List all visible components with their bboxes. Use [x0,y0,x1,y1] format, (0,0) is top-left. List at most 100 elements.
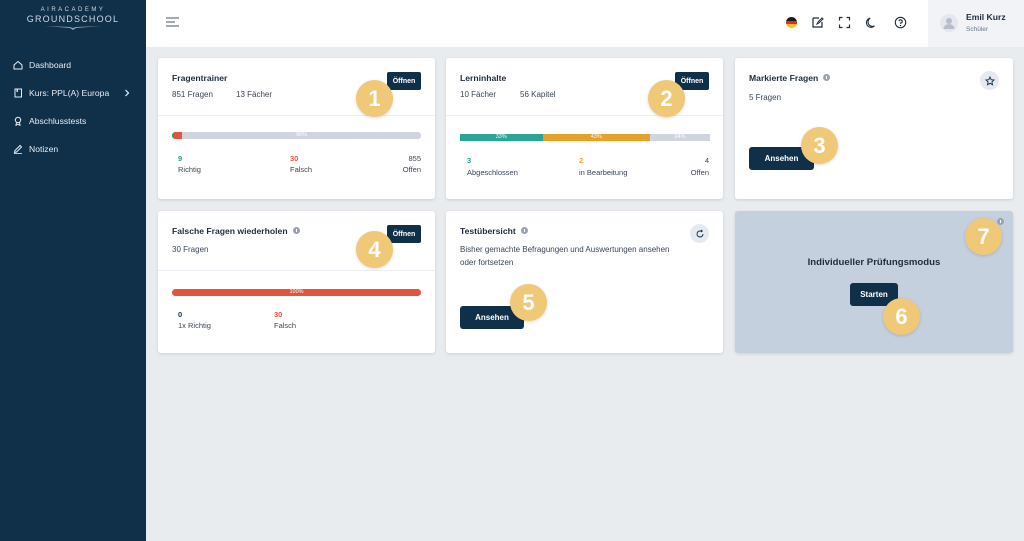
sidebar-item-abschlusstests[interactable]: Abschlusstests [0,107,146,135]
start-button[interactable]: Starten [850,283,898,306]
progress-open-label: 96% [295,132,307,138]
divider [158,270,435,271]
fullscreen-icon[interactable] [838,16,851,29]
view-button[interactable]: Ansehen [460,306,524,329]
user-icon [943,18,955,29]
done-label: Abgeschlossen [467,168,518,177]
correct-label: 1x Richtig [178,321,211,330]
annotation-marker-2: 2 [648,80,685,117]
help-icon[interactable] [894,16,907,29]
brand-line2: GROUNDSCHOOL [26,14,120,24]
star-button[interactable] [980,71,999,90]
wings-icon [45,26,101,30]
sidebar-item-label: Dashboard [29,60,72,70]
done-count: 3 [467,156,472,165]
sidebar-item-label: Abschlusstests [29,116,87,126]
pencil-icon [13,144,23,154]
in-work-label: in Bearbeitung [579,168,628,177]
wrong-count: 30 [290,154,299,163]
sidebar-item-label: Kurs: PPL(A) Europa [29,88,110,98]
card-title-row: Markierte Fragen [749,73,831,83]
progress-open: 24% [650,134,710,141]
sidebar: AIRACADEMY GROUNDSCHOOL Dashboard Kurs: … [0,0,146,541]
star-icon [984,75,995,86]
card-title: Markierte Fragen [749,73,819,83]
in-work-count: 2 [579,156,584,165]
questions-count: 30 Fragen [172,245,209,254]
flag-de-icon[interactable] [786,17,797,28]
open-count: 4 [704,156,709,165]
info-icon[interactable] [520,227,528,235]
annotation-marker-7: 7 [965,218,1002,255]
progress-correct [172,132,175,139]
card-title-row: Testübersicht [460,226,528,236]
brand-logo[interactable]: AIRACADEMY GROUNDSCHOOL [0,6,146,36]
progress-open: 96% [181,132,421,139]
wrong-count: 30 [274,310,283,319]
info-icon[interactable] [823,74,831,82]
moon-icon[interactable] [865,16,878,29]
menu-icon[interactable] [166,17,179,27]
user-name: Emil Kurz [966,12,1006,22]
wrong-label: Falsch [290,165,313,174]
correct-count: 9 [178,154,183,163]
progress-in-work-label: 43% [590,134,602,140]
progress-open-label: 24% [674,134,686,140]
open-count: 855 [408,154,421,163]
card-fragentrainer: Fragentrainer 851 Fragen 13 Fächer Öffne… [158,58,435,199]
progress-wrong [174,132,182,139]
correct-label: Richtig [178,165,201,174]
user-role: Schüler [966,26,989,33]
open-button[interactable]: Öffnen [387,225,421,243]
open-label: Offen [402,165,421,174]
book-icon [14,88,22,98]
subjects-count: 13 Fächer [236,90,273,99]
sidebar-item-label: Notizen [29,144,59,154]
questions-count: 851 Fragen [172,90,213,99]
questions-count: 5 Fragen [749,93,782,102]
brand-line1: AIRACADEMY [40,7,106,13]
card-title: Falsche Fragen wiederholen [172,226,288,236]
correct-count: 0 [178,310,183,319]
info-icon[interactable] [997,218,1004,225]
card-title-row: Falsche Fragen wiederholen [172,226,300,236]
user-menu[interactable]: Emil Kurz Schüler [928,0,1024,47]
divider [446,115,723,116]
refresh-icon [696,229,703,237]
info-icon[interactable] [292,227,300,235]
card-title: Individueller Prüfungsmodus [807,257,941,268]
annotation-marker-6: 6 [883,298,920,335]
chapters-count: 56 Kapitel [520,90,556,99]
card-description: Bisher gemachte Befragungen und Auswertu… [460,245,670,267]
annotation-marker-4: 4 [356,231,393,268]
open-button[interactable]: Öffnen [387,72,421,90]
wrong-label: Falsch [274,321,297,330]
progress-bar: 96% [172,132,421,139]
card-markierte-fragen: Markierte Fragen 5 Fragen Ansehen [735,58,1013,199]
refresh-button[interactable] [690,224,709,243]
card-falsche-fragen: Falsche Fragen wiederholen 30 Fragen Öff… [158,211,435,353]
chevron-right-icon[interactable] [122,88,132,98]
annotation-marker-5: 5 [510,284,547,321]
card-testuebersicht: Testübersicht Bisher gemachte Befragunge… [446,211,723,353]
card-title: Fragentrainer [172,73,228,83]
progress-wrong-label: 100% [289,289,304,295]
edit-note-icon[interactable] [811,16,824,29]
home-icon [13,60,23,70]
sidebar-nav: Dashboard Kurs: PPL(A) Europa Abschlusst… [0,51,146,163]
sidebar-item-kurs[interactable]: Kurs: PPL(A) Europa [0,79,146,107]
progress-in-work: 43% [542,134,650,141]
sidebar-item-notizen[interactable]: Notizen [0,135,146,163]
card-title: Lerninhalte [460,73,507,83]
progress-done-label: 33% [495,134,507,140]
subjects-count: 10 Fächer [460,90,497,99]
open-button[interactable]: Öffnen [675,72,709,90]
sidebar-item-dashboard[interactable]: Dashboard [0,51,146,79]
avatar [940,14,958,32]
progress-done: 33% [460,134,543,141]
open-label: Offen [690,168,709,177]
topbar: Emil Kurz Schüler [146,0,1024,47]
award-icon [14,116,22,126]
view-button[interactable]: Ansehen [749,147,814,170]
card-lerninhalte: Lerninhalte 10 Fächer 56 Kapitel Öffnen … [446,58,723,199]
